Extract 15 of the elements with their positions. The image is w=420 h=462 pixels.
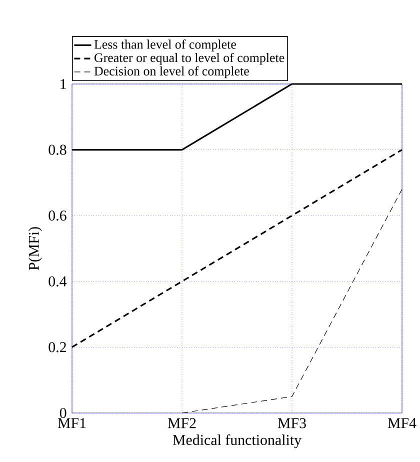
x-tick-label: MF1 [58, 418, 86, 428]
y-axis-title: P(MFi) [28, 227, 42, 270]
y-tick-label: 0.4 [48, 276, 67, 286]
y-tick-label: 0.8 [48, 144, 66, 155]
x-tick-label: MF2 [168, 418, 196, 428]
y-tick-label: 0.2 [48, 342, 66, 352]
legend-label: Decision on level of complete [94, 66, 249, 78]
y-tick-label: 0 [60, 408, 66, 418]
y-tick-label: 1 [60, 79, 66, 89]
y-tick-label: 0.6 [48, 210, 66, 221]
x-axis-title: Medical functionality [172, 434, 302, 448]
legend-label: Less than level of complete [94, 40, 236, 52]
x-tick-label: MF4 [388, 418, 416, 428]
legend-label: Greater or equal to level of complete [94, 52, 284, 65]
x-tick-label: MF3 [278, 418, 306, 428]
